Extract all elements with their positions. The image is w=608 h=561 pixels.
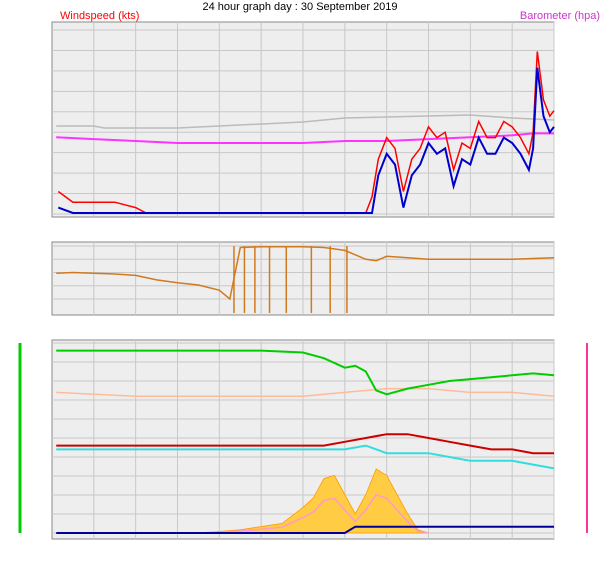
middle-grid <box>52 242 555 315</box>
bottom-series <box>56 349 555 534</box>
wind-direction-series <box>56 245 555 313</box>
top-series <box>56 51 555 214</box>
uv-line <box>198 493 429 534</box>
temperature-line <box>56 433 554 455</box>
wind-gust-trace <box>56 114 555 129</box>
dew-point-line <box>56 444 555 470</box>
barometer-line <box>56 132 554 144</box>
bottom-grid <box>52 340 555 539</box>
barometer-label: Barometer (hpa) <box>520 10 600 22</box>
indoor-temp-line <box>56 387 555 397</box>
solar-area <box>198 468 429 534</box>
windspeed-label: Windspeed (kts) <box>60 10 139 22</box>
rainfall-line <box>56 525 554 534</box>
chart-title: 24 hour graph day : 30 September 2019 <box>202 1 397 13</box>
humidity-line <box>56 349 555 396</box>
wind-direction-line <box>56 245 555 301</box>
